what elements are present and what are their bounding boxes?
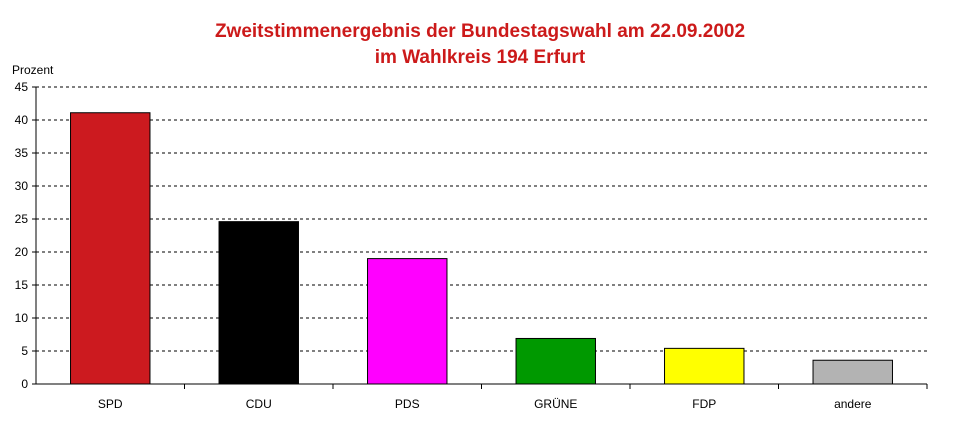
y-tick-label: 15 <box>15 278 29 292</box>
y-tick-label: 30 <box>15 179 29 193</box>
y-tick-label: 5 <box>21 344 28 358</box>
x-tick-label: CDU <box>246 397 272 411</box>
x-tick-label: FDP <box>692 397 716 411</box>
y-tick-label: 20 <box>15 245 29 259</box>
bar-fdp <box>664 347 745 385</box>
bar-spd <box>70 112 151 385</box>
bar-andere <box>812 359 893 385</box>
x-tick-label: andere <box>834 397 872 411</box>
bar-cdu <box>218 221 299 385</box>
x-tick-label: SPD <box>98 397 123 411</box>
ticks: 0 5 10 15 20 25 30 35 40 45 SPD CDU PDS GRÜNE FDP ander… <box>15 80 928 411</box>
y-tick-label: 0 <box>21 377 28 391</box>
y-axis-label: Prozent <box>12 63 54 77</box>
chart-subtitle: im Wahlkreis 194 Erfurt <box>374 47 586 68</box>
bars <box>70 112 893 385</box>
y-tick-label: 25 <box>15 212 29 226</box>
bar-grüne <box>515 337 596 385</box>
axes <box>35 87 927 385</box>
y-tick-label: 10 <box>15 311 29 325</box>
y-tick-label: 40 <box>15 113 29 127</box>
x-tick-label: PDS <box>395 397 420 411</box>
chart-title: Zweitstimmenergebnis der Bundestagswahl … <box>214 21 746 42</box>
y-tick-label: 35 <box>15 146 29 160</box>
x-tick-label: GRÜNE <box>534 397 577 411</box>
y-tick-label: 45 <box>15 80 29 94</box>
gridlines <box>36 86 927 352</box>
bar-pds <box>367 258 448 385</box>
